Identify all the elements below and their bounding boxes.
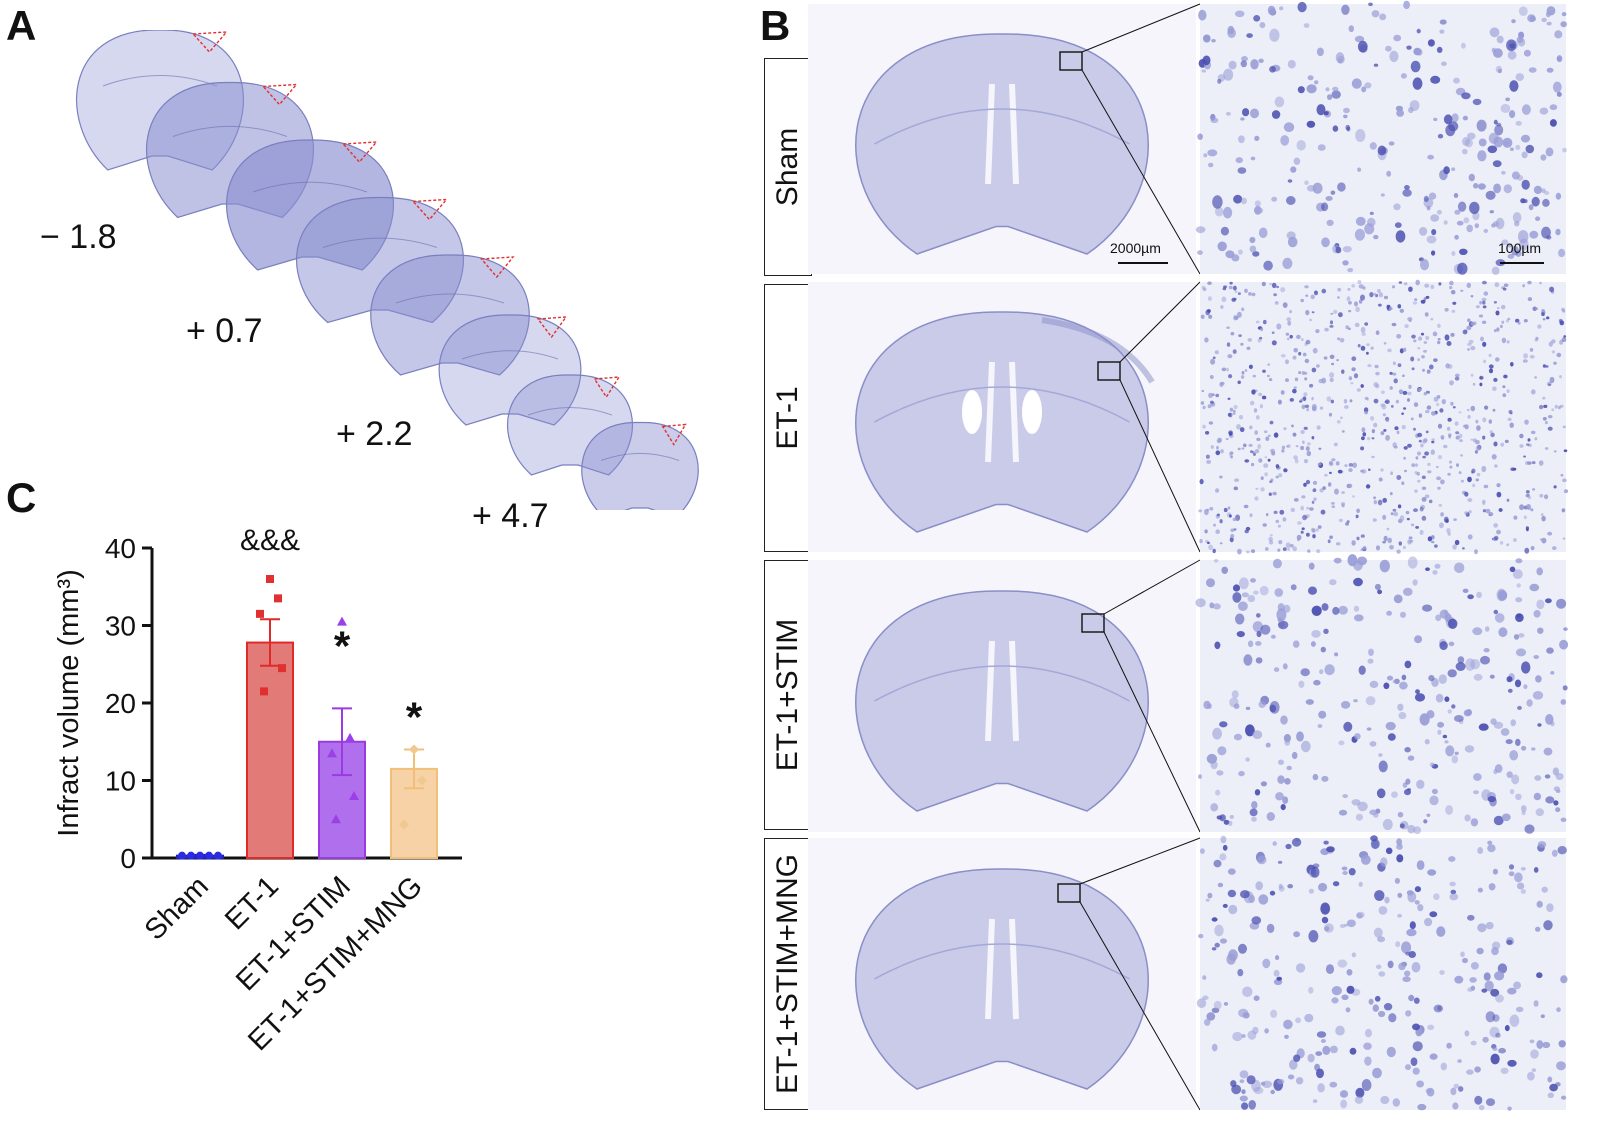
high-mag-image: [1200, 282, 1566, 552]
group-label-et1-stim-mng: ET-1+STIM+MNG: [764, 838, 812, 1110]
cell-texture: [1195, 554, 1569, 835]
coronal-section: [855, 868, 1149, 1090]
y-tick-label: 40: [105, 533, 136, 564]
high-mag-image: [1200, 560, 1566, 832]
data-point: [266, 575, 274, 583]
scale-bar-low: [1118, 262, 1168, 264]
zoom-connector: [1079, 837, 1201, 885]
data-point: [196, 851, 204, 860]
data-point: [178, 851, 186, 860]
scale-bar-low-label: 2000µm: [1110, 240, 1161, 256]
coronal-section: [855, 590, 1149, 812]
x-tick-label: ET-1: [219, 870, 285, 936]
cell-texture: [1196, 835, 1568, 1111]
significance-marker: *: [334, 622, 351, 669]
zoom-box: [1081, 613, 1105, 633]
data-point: [214, 851, 222, 860]
coordinate-label-2: + 0.7: [186, 312, 263, 350]
data-point: [205, 851, 213, 860]
scale-bar-high-label: 100µm: [1498, 240, 1542, 256]
micrograph-row: [808, 554, 1569, 835]
infarct-volume-chart: 0 10 20 30 40 Infract volume (mm³) Sham &&& ET-1…: [53, 524, 462, 1057]
high-mag-label: 20 X: [1214, 14, 1272, 45]
data-point: [260, 687, 268, 696]
data-point: [187, 851, 195, 860]
data-point: [274, 594, 282, 603]
infarct-outline: [341, 141, 379, 164]
y-tick-label: 30: [105, 611, 136, 642]
infarct-outline: [593, 376, 621, 399]
significance-marker: &&&: [240, 524, 300, 557]
infarct-outline: [480, 256, 515, 279]
infarct-outline: [411, 198, 449, 221]
bar: [246, 641, 294, 859]
y-tick-label: 20: [105, 688, 136, 719]
data-point: [256, 609, 264, 618]
infarct-outline: [191, 31, 229, 54]
brain-section: [581, 421, 699, 510]
low-mag-image: [808, 282, 1196, 552]
coordinate-label-1: − 1.8: [40, 218, 117, 256]
significance-marker: *: [406, 694, 423, 741]
panel-label-b: B: [760, 2, 791, 49]
coronal-section: [855, 33, 1149, 255]
data-point: [345, 732, 355, 742]
low-mag-image: [808, 560, 1196, 832]
low-mag-image: [808, 4, 1196, 274]
brain-section: [438, 314, 582, 426]
zoom-box: [1097, 361, 1121, 381]
data-point: [337, 616, 347, 626]
data-point: [417, 775, 427, 786]
y-tick-label: 0: [120, 843, 136, 874]
brain-section: [507, 374, 633, 476]
group-label-sham: Sham: [764, 58, 812, 276]
infarct-region: [1041, 317, 1155, 384]
panel-label-c: C: [6, 474, 37, 521]
coordinate-label-3: + 2.2: [336, 415, 413, 453]
ventricle: [1022, 390, 1042, 434]
high-mag-image: [1200, 838, 1566, 1110]
data-point: [349, 791, 359, 800]
infarct-outline: [661, 423, 687, 446]
data-point: [327, 748, 337, 758]
data-point: [409, 744, 419, 755]
zoom-connector: [1081, 3, 1201, 53]
scale-bar-high: [1500, 262, 1544, 264]
zoom-connector: [1103, 631, 1201, 833]
brain-section: [370, 254, 530, 376]
low-mag-label: 1 X: [820, 14, 863, 45]
zoom-box: [1059, 51, 1083, 71]
brain-section-stack: [76, 30, 699, 510]
ventricle: [962, 390, 982, 434]
zoom-connector: [1119, 281, 1201, 363]
micrograph-row: [808, 279, 1569, 555]
zoom-connector: [1079, 901, 1201, 1111]
y-tick-label: 10: [105, 766, 136, 797]
low-mag-image: [808, 838, 1196, 1110]
y-axis-label: Infract volume (mm³): [53, 569, 85, 836]
group-label-et1: ET-1: [764, 284, 812, 552]
group-label-et1-stim: ET-1+STIM: [764, 560, 812, 830]
coronal-section: [855, 311, 1149, 533]
panel-label-a: A: [6, 2, 37, 49]
infarct-outline: [536, 316, 568, 339]
data-point: [331, 814, 341, 824]
micrograph-row: [808, 0, 1567, 275]
x-tick-label: Sham: [139, 870, 215, 946]
data-point: [278, 664, 286, 673]
zoom-connector: [1119, 379, 1201, 553]
micrograph-row: [808, 835, 1568, 1111]
coordinate-label-4: + 4.7: [472, 497, 549, 535]
data-point: [399, 819, 409, 830]
zoom-connector: [1103, 559, 1201, 615]
cell-texture: [1198, 279, 1569, 555]
infarct-outline: [261, 83, 299, 106]
zoom-box: [1057, 883, 1081, 903]
